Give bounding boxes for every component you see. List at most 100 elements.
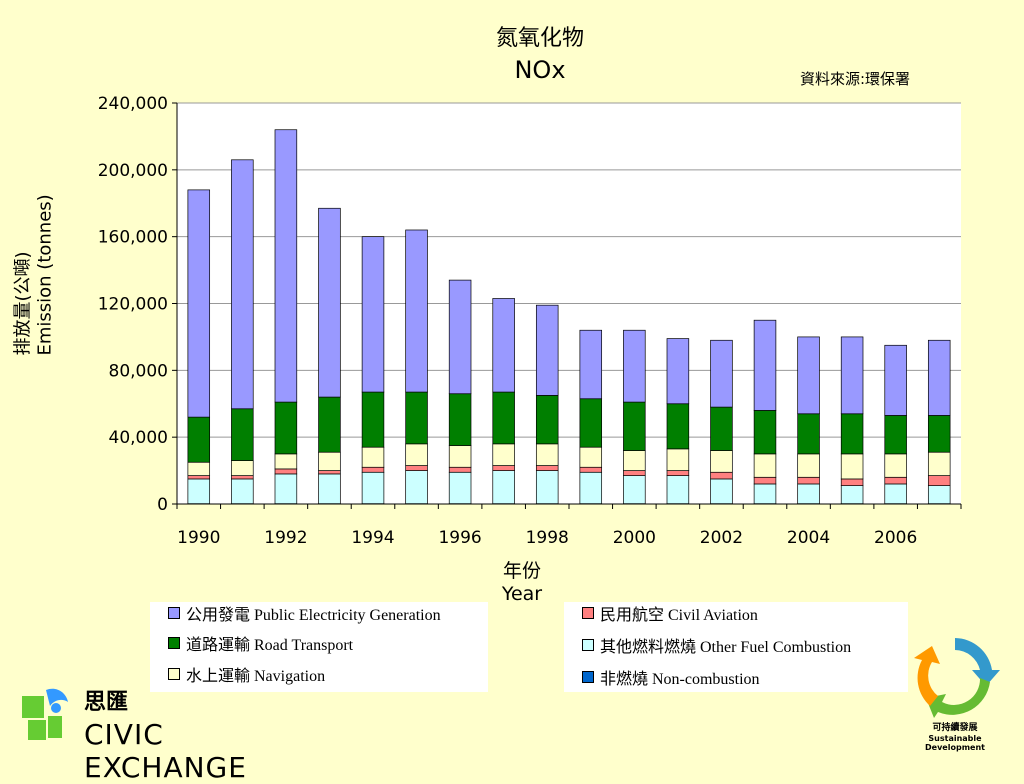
bar-segment	[667, 449, 689, 471]
legend-right: 民用航空 Civil Aviation 其他燃料燃燒 Other Fuel Co…	[564, 602, 908, 692]
bar-segment	[754, 320, 776, 410]
bar-segment	[493, 298, 515, 392]
bar-segment	[319, 208, 341, 397]
legend-swatch	[168, 607, 180, 619]
bar-segment	[798, 414, 820, 454]
bar-segment	[319, 397, 341, 452]
bar-segment	[754, 484, 776, 504]
y-tick-label: 240,000	[98, 94, 168, 114]
bar-segment	[928, 415, 950, 452]
bar-segment	[841, 486, 863, 504]
bar-segment	[711, 340, 733, 407]
y-axis-label-en: Emission (tonnes)	[35, 296, 56, 356]
bar-segment	[188, 476, 210, 479]
bar-segment	[449, 467, 471, 472]
x-tick-label: 1994	[351, 528, 394, 548]
bar-segment	[841, 479, 863, 486]
legend-label: 其他燃料燃燒 Other Fuel Combustion	[600, 633, 851, 657]
bar-segment	[406, 230, 428, 392]
x-tick-label: 2002	[700, 528, 743, 548]
bar-segment	[928, 452, 950, 475]
bar-segment	[667, 471, 689, 476]
bar-segment	[841, 337, 863, 414]
bar-segment	[188, 190, 210, 417]
bar-segment	[493, 444, 515, 466]
bar-segment	[928, 340, 950, 415]
bar-segment	[754, 454, 776, 477]
legend-swatch	[582, 639, 594, 651]
bar-segment	[231, 160, 253, 409]
bar-segment	[928, 486, 950, 504]
bar-segment	[319, 471, 341, 474]
bar-segment	[275, 454, 297, 469]
bar-segment	[623, 476, 645, 504]
legend-item-public-electricity: 公用發電 Public Electricity Generation	[168, 602, 441, 624]
bar-segment	[667, 476, 689, 504]
bar-segment	[449, 446, 471, 468]
bar-segment	[362, 237, 384, 392]
legend-item-non-combustion: 非燃燒 Non-combustion	[582, 666, 760, 688]
legend-left: 公用發電 Public Electricity Generation 道路運輸 …	[150, 602, 488, 692]
bar-segment	[536, 471, 558, 504]
legend-item-civil-aviation: 民用航空 Civil Aviation	[582, 602, 758, 624]
y-tick-label: 0	[157, 495, 168, 515]
bar-segment	[319, 474, 341, 504]
bar-segment	[711, 472, 733, 479]
bar-segment	[623, 471, 645, 476]
bar-segment	[449, 280, 471, 394]
legend-label: 民用航空 Civil Aviation	[600, 601, 758, 625]
sustainable-development-logo: 可持續發展 Sustainable Development	[900, 630, 1010, 750]
bar-segment	[798, 477, 820, 484]
bar-segment	[319, 452, 341, 470]
y-tick-label: 160,000	[98, 228, 168, 248]
bar-segment	[406, 444, 428, 466]
bar-segment	[449, 394, 471, 446]
y-tick-label: 200,000	[98, 161, 168, 181]
bar-segment	[536, 466, 558, 471]
bar-segment	[275, 474, 297, 504]
bar-segment	[406, 392, 428, 444]
legend-label: 道路運輸 Road Transport	[186, 631, 353, 655]
bar-segment	[536, 305, 558, 395]
x-tick-label: 2000	[613, 528, 656, 548]
bar-segment	[493, 466, 515, 471]
bar-segment	[275, 469, 297, 474]
bar-segment	[711, 407, 733, 450]
bar-segment	[362, 392, 384, 447]
bar-segment	[667, 339, 689, 404]
legend-swatch	[582, 671, 594, 683]
y-tick-label: 80,000	[109, 361, 168, 381]
bar-segment	[493, 392, 515, 444]
civic-exchange-logo: 思匯 CIVIC EXCHANGE	[20, 682, 300, 752]
bar-segment	[754, 410, 776, 453]
legend-label: 非燃燒 Non-combustion	[600, 665, 760, 689]
x-tick-label: 2004	[787, 528, 830, 548]
legend-label: 公用發電 Public Electricity Generation	[186, 601, 441, 625]
bar-segment	[188, 417, 210, 462]
y-axis-label-cn: 排放量(公噸)	[9, 296, 35, 356]
bar-segment	[711, 451, 733, 473]
bar-segment	[231, 409, 253, 461]
bar-segment	[536, 444, 558, 466]
x-tick-label: 2006	[874, 528, 917, 548]
bar-segment	[493, 471, 515, 504]
bar-segment	[362, 447, 384, 467]
x-tick-label: 1996	[438, 528, 481, 548]
bar-segment	[885, 454, 907, 477]
bar-segment	[623, 451, 645, 471]
bar-segment	[885, 345, 907, 415]
bar-segment	[798, 484, 820, 504]
sustainable-development-cn: 可持續發展	[900, 720, 1010, 733]
legend-item-road-transport: 道路運輸 Road Transport	[168, 632, 353, 654]
bar-segment	[580, 330, 602, 399]
bar-segment	[231, 479, 253, 504]
bar-segment	[841, 414, 863, 454]
legend-swatch	[168, 668, 180, 680]
bar-segment	[362, 467, 384, 472]
bar-segment	[536, 395, 558, 443]
bar-segment	[798, 337, 820, 414]
x-tick-label: 1998	[526, 528, 569, 548]
bar-segment	[406, 466, 428, 471]
sustainable-development-en: Sustainable Development	[900, 734, 1010, 752]
bar-segment	[711, 479, 733, 504]
